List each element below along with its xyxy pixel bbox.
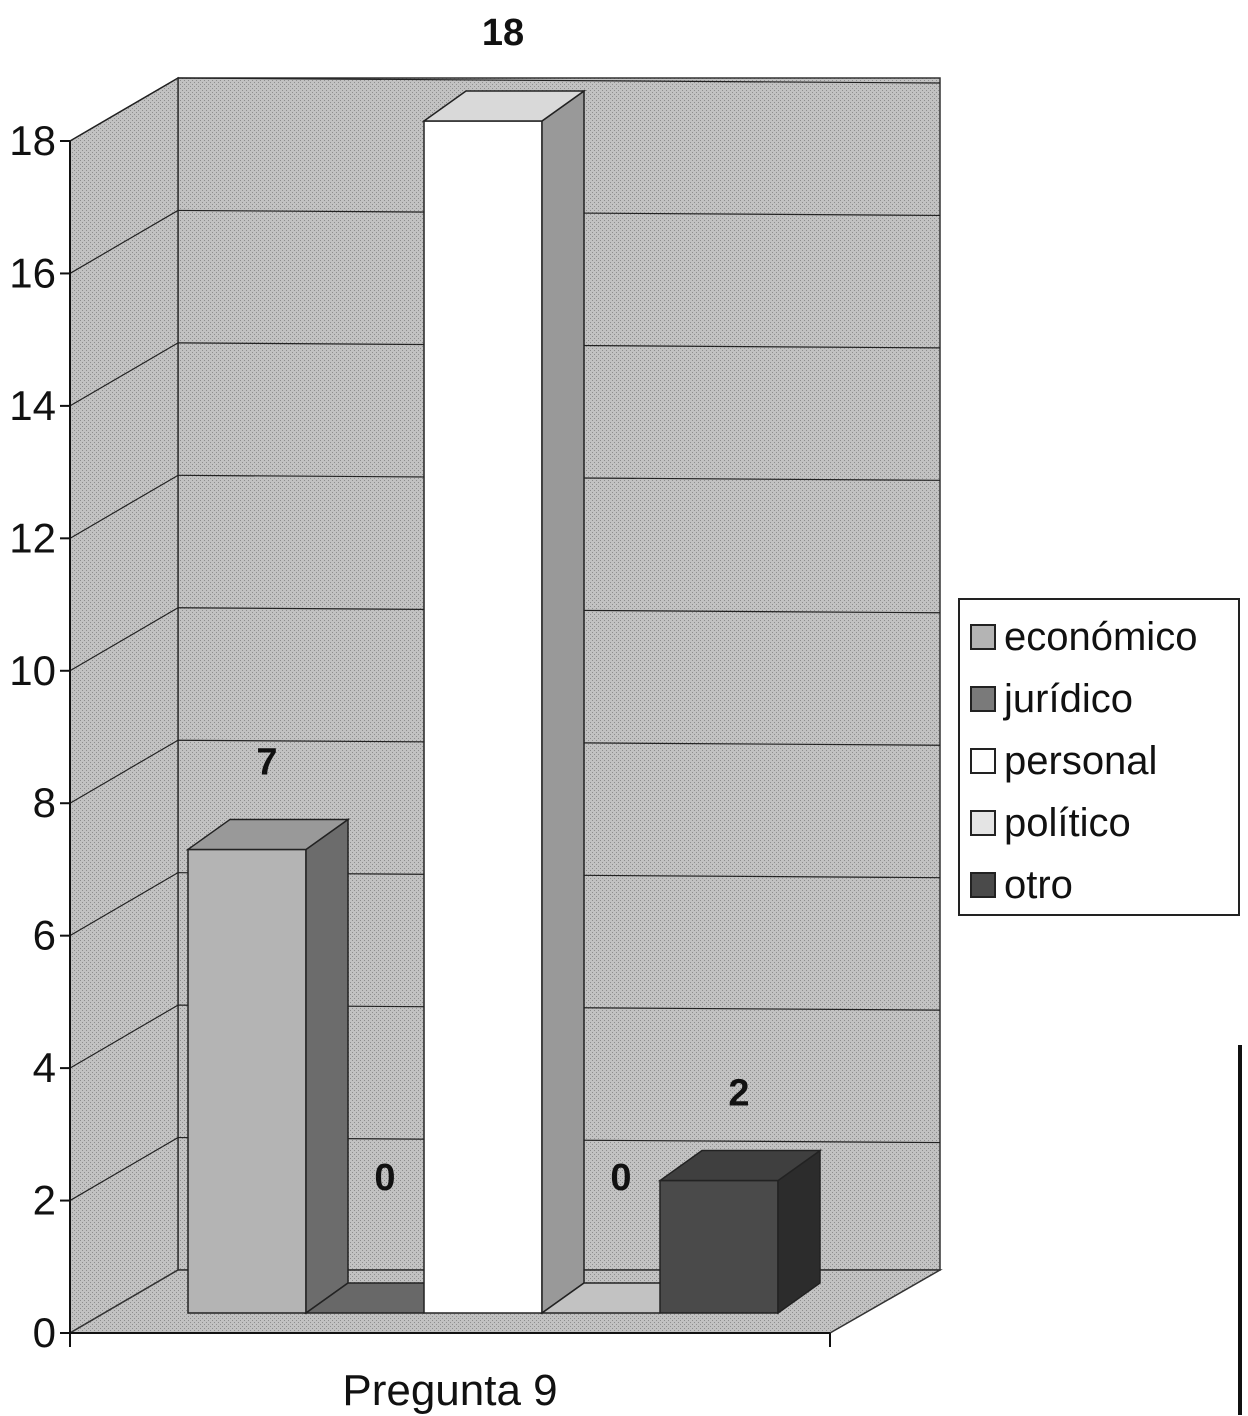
gridline-side bbox=[69, 739, 179, 804]
y-axis-tick-label: 14 bbox=[9, 382, 56, 429]
bar-front-face bbox=[659, 1179, 779, 1314]
y-axis-tick-label: 16 bbox=[9, 249, 56, 296]
legend-label-economico: económico bbox=[1004, 614, 1198, 659]
y-axis-tick-label: 2 bbox=[33, 1177, 56, 1224]
legend-item-politico: político bbox=[970, 792, 1238, 854]
bar-0 bbox=[185, 817, 351, 1315]
bar-data-label: 7 bbox=[256, 741, 277, 783]
y-axis-tick-label: 0 bbox=[33, 1309, 56, 1356]
gridline-side bbox=[69, 342, 179, 407]
chart-side-wall bbox=[69, 76, 179, 1335]
y-axis-tick-label: 10 bbox=[9, 647, 56, 694]
gridline-side bbox=[69, 77, 179, 142]
page-edge-rule bbox=[1238, 1045, 1242, 1415]
y-axis-tick-label: 6 bbox=[33, 912, 56, 959]
legend-swatch-personal bbox=[970, 748, 996, 774]
legend-swatch-otro bbox=[970, 872, 996, 898]
y-axis-tick-label: 18 bbox=[9, 117, 56, 164]
bar-front-face bbox=[423, 120, 543, 1314]
gridline-side bbox=[69, 209, 179, 274]
bar-top-face bbox=[185, 818, 351, 851]
legend-item-juridico: jurídico bbox=[970, 668, 1238, 730]
bar-data-label: 0 bbox=[610, 1157, 631, 1199]
legend-label-otro: otro bbox=[1004, 862, 1073, 907]
legend-item-otro: otro bbox=[970, 854, 1238, 916]
legend-label-politico: político bbox=[1004, 800, 1131, 845]
bar-2 bbox=[421, 89, 587, 1315]
gridline-side bbox=[69, 474, 179, 539]
gridline-side bbox=[69, 872, 179, 937]
gridline-side bbox=[69, 1137, 179, 1202]
gridline-back bbox=[177, 77, 941, 84]
bar-front-face bbox=[187, 848, 307, 1314]
bar-top-face bbox=[421, 90, 587, 122]
legend-item-economico: económico bbox=[970, 606, 1238, 668]
bar-top-face bbox=[657, 1149, 823, 1182]
bar-data-label: 0 bbox=[374, 1157, 395, 1199]
legend-swatch-juridico bbox=[970, 686, 996, 712]
gridline-side bbox=[69, 607, 179, 672]
legend-label-personal: personal bbox=[1004, 738, 1158, 783]
y-axis-tick-label: 12 bbox=[9, 514, 56, 561]
legend-item-personal: personal bbox=[970, 730, 1238, 792]
legend-label-juridico: jurídico bbox=[1004, 676, 1133, 721]
bar-side-face bbox=[305, 817, 349, 1315]
bar-data-label: 18 bbox=[482, 12, 524, 54]
gridline-side bbox=[69, 1004, 179, 1069]
x-axis-category-label: Pregunta 9 bbox=[342, 1366, 557, 1415]
legend-swatch-politico bbox=[970, 810, 996, 836]
bar-data-label: 2 bbox=[728, 1073, 749, 1115]
bar-4 bbox=[657, 1149, 823, 1315]
legend-swatch-economico bbox=[970, 624, 996, 650]
chart-legend: económico jurídico personal político otr… bbox=[958, 598, 1240, 916]
y-axis-tick-label: 8 bbox=[33, 779, 56, 826]
y-axis-tick-label: 4 bbox=[33, 1044, 56, 1091]
bar-side-face bbox=[541, 89, 585, 1315]
